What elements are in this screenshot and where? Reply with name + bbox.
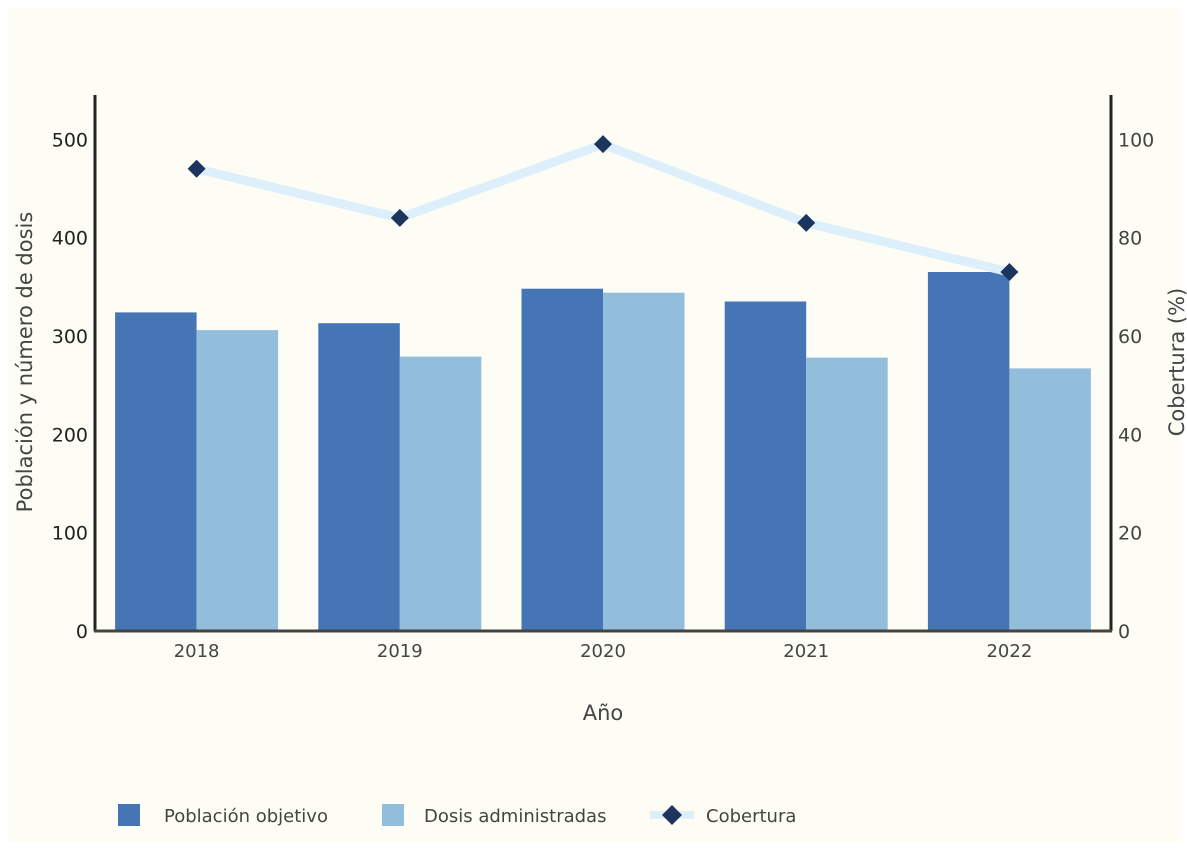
bar-poblacion-2019 bbox=[318, 323, 400, 631]
y-tick-label: 100 bbox=[52, 523, 88, 545]
bar-dosis-2018 bbox=[197, 330, 279, 631]
y2-tick-label: 60 bbox=[1118, 326, 1142, 348]
y-tick-label: 200 bbox=[52, 424, 88, 446]
y-axis-label: Población y número de dosis bbox=[13, 212, 37, 513]
x-tick-label: 2020 bbox=[580, 641, 626, 662]
bar-poblacion-2021 bbox=[725, 302, 807, 632]
y2-tick-label: 0 bbox=[1118, 621, 1130, 643]
legend-label-dosis: Dosis administradas bbox=[424, 806, 606, 827]
y-tick-label: 400 bbox=[52, 228, 88, 250]
x-axis-label: Año bbox=[583, 701, 624, 725]
legend-swatch-dosis bbox=[382, 804, 404, 826]
bar-dosis-2021 bbox=[806, 358, 888, 631]
bar-dosis-2022 bbox=[1009, 368, 1091, 631]
x-tick-label: 2022 bbox=[986, 641, 1032, 662]
bar-dosis-2019 bbox=[400, 357, 482, 631]
legend-label-poblacion: Población objetivo bbox=[164, 806, 328, 827]
bar-poblacion-2018 bbox=[115, 312, 197, 631]
legend-label-cobertura: Cobertura bbox=[706, 806, 796, 827]
y-tick-label: 0 bbox=[76, 621, 88, 643]
x-tick-label: 2021 bbox=[783, 641, 829, 662]
y2-tick-label: 80 bbox=[1118, 228, 1142, 250]
y2-tick-label: 20 bbox=[1118, 523, 1142, 545]
bar-poblacion-2020 bbox=[522, 289, 604, 631]
bar-dosis-2020 bbox=[603, 293, 685, 631]
y2-tick-label: 40 bbox=[1118, 424, 1142, 446]
y-tick-label: 500 bbox=[52, 129, 88, 151]
bar-poblacion-2022 bbox=[928, 272, 1010, 631]
x-tick-label: 2018 bbox=[174, 641, 220, 662]
y-tick-label: 300 bbox=[52, 326, 88, 348]
y2-axis-label: Cobertura (%) bbox=[1165, 288, 1187, 436]
y2-tick-label: 100 bbox=[1118, 129, 1154, 151]
x-tick-label: 2019 bbox=[377, 641, 423, 662]
legend-swatch-poblacion bbox=[118, 804, 140, 826]
